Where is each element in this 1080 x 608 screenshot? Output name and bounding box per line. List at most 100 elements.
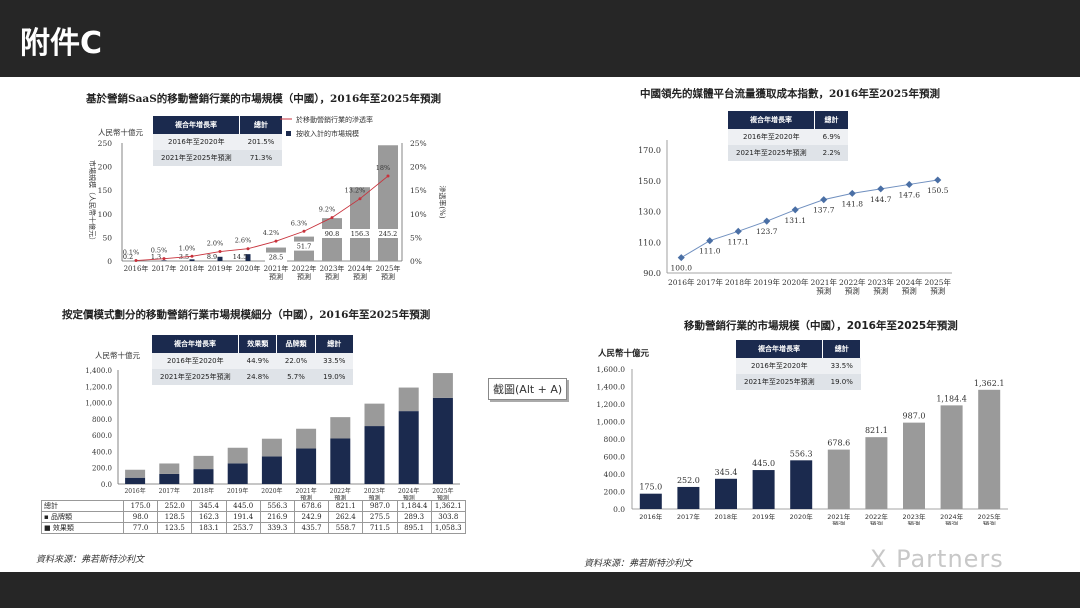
cagr-cell: 19.0% — [315, 369, 354, 385]
svg-text:2020年: 2020年 — [261, 487, 282, 495]
page-title: 附件C — [20, 26, 103, 61]
data-cell: 556.3 — [259, 500, 295, 512]
data-cell: 445.0 — [225, 500, 261, 512]
svg-text:1,200.0: 1,200.0 — [85, 383, 112, 391]
cagr-header: 複合年增長率 — [736, 340, 824, 358]
cagr-cell: 71.3% — [239, 150, 283, 166]
svg-text:2019年: 2019年 — [752, 512, 776, 521]
data-cell: 711.5 — [362, 522, 398, 534]
svg-text:100.0: 100.0 — [671, 264, 693, 273]
data-cell: 678.6 — [293, 500, 330, 512]
svg-text:0.0: 0.0 — [613, 505, 625, 514]
saas-chart: 人民幣十億元 0 50 100 150 200 250 0% 5% 10% 15% 20% 25% 市場規… — [88, 115, 447, 281]
svg-text:預測: 預測 — [300, 494, 312, 500]
cagr-cell: 2016年至2020年 — [736, 358, 823, 374]
svg-text:2023年: 2023年 — [902, 512, 926, 521]
svg-text:1,362.1: 1,362.1 — [974, 379, 1005, 388]
svg-text:200.0: 200.0 — [92, 465, 112, 473]
svg-text:0: 0 — [107, 257, 112, 266]
svg-text:人民幣十億元: 人民幣十億元 — [598, 348, 650, 359]
svg-text:人民幣十億元: 人民幣十億元 — [98, 127, 143, 137]
svg-text:252.0: 252.0 — [677, 476, 700, 485]
svg-text:2025年: 2025年 — [978, 512, 1002, 521]
cagr-cell: 2016年至2020年 — [153, 134, 240, 150]
row-label: ■ 效果類 — [41, 522, 124, 534]
data-cell: 339.3 — [259, 522, 295, 534]
data-cell: 77.0 — [122, 522, 159, 534]
data-cell: 289.3 — [396, 511, 432, 523]
cagr-cell: 6.9% — [814, 129, 849, 145]
svg-text:2.6%: 2.6% — [235, 237, 252, 245]
svg-text:1,184.4: 1,184.4 — [936, 394, 967, 403]
svg-text:2.0%: 2.0% — [207, 240, 224, 248]
cagr-cell: 22.0% — [276, 353, 316, 369]
saas-chart-title: 基於營銷SaaS的移動營銷行業的市場規模（中國），2016年至2025年預測 — [86, 93, 441, 105]
svg-text:2019年: 2019年 — [753, 277, 780, 287]
cagr-header: 複合年增長率 — [728, 111, 816, 129]
watermark-logo: X Partners — [870, 545, 1004, 573]
cagr-header: 總計 — [822, 340, 862, 358]
svg-text:2018年: 2018年 — [180, 264, 205, 273]
svg-text:預測: 預測 — [845, 286, 860, 296]
svg-text:2017年: 2017年 — [677, 512, 701, 521]
svg-text:2023年: 2023年 — [364, 487, 385, 495]
svg-text:0.1%: 0.1% — [123, 249, 140, 257]
svg-text:2024年: 2024年 — [348, 264, 373, 273]
svg-text:141.8: 141.8 — [842, 199, 864, 208]
svg-text:10%: 10% — [410, 210, 427, 219]
svg-text:2022年: 2022年 — [865, 512, 889, 521]
svg-text:600.0: 600.0 — [604, 453, 626, 462]
footer-bar — [0, 572, 1080, 608]
svg-text:預測: 預測 — [983, 520, 996, 526]
svg-text:2016年: 2016年 — [639, 512, 663, 521]
svg-text:556.3: 556.3 — [790, 449, 813, 458]
svg-text:51.7: 51.7 — [297, 243, 311, 251]
svg-text:117.1: 117.1 — [728, 237, 749, 246]
svg-text:2019年: 2019年 — [227, 487, 248, 495]
svg-text:預測: 預測 — [403, 494, 415, 500]
svg-text:2021年: 2021年 — [295, 487, 316, 495]
svg-text:4.2%: 4.2% — [263, 229, 280, 237]
cagr-cell: 2.2% — [814, 145, 849, 161]
data-cell: 303.8 — [430, 511, 466, 523]
header-bar: 附件C — [0, 0, 1080, 77]
market-chart-title: 移動營銷行業的市場規模（中國），2016年至2025年預測 — [684, 320, 958, 332]
svg-text:800.0: 800.0 — [92, 416, 112, 424]
market-chart: 人民幣十億元 0.0 200.0 400.0 600.0 800.0 1,000.0 1,20… — [596, 348, 1008, 526]
pricing-chart-title: 按定價模式劃分的移動營銷行業市場規模細分（中國），2016年至2025年預測 — [62, 309, 431, 321]
svg-text:預測: 預測 — [325, 272, 339, 281]
cagr-cell: 5.7% — [276, 369, 316, 385]
svg-text:2023年: 2023年 — [320, 264, 345, 273]
svg-text:2017年: 2017年 — [696, 277, 723, 287]
svg-text:200: 200 — [98, 163, 113, 172]
data-cell: 191.4 — [225, 511, 261, 523]
svg-text:150: 150 — [98, 186, 113, 195]
svg-text:200.0: 200.0 — [604, 488, 626, 497]
data-cell: 252.0 — [157, 500, 193, 512]
svg-text:400.0: 400.0 — [92, 448, 112, 456]
svg-text:按收入計的市場規模: 按收入計的市場規模 — [296, 129, 359, 138]
svg-text:2020年: 2020年 — [236, 264, 261, 273]
data-cell: 275.5 — [362, 511, 398, 523]
cagr-cell: 2016年至2020年 — [728, 129, 815, 145]
svg-text:110.0: 110.0 — [638, 238, 661, 247]
data-cell: 1,184.4 — [396, 500, 432, 512]
svg-text:2023年: 2023年 — [867, 277, 894, 287]
svg-text:1.3: 1.3 — [151, 253, 161, 261]
svg-text:8.9: 8.9 — [207, 253, 217, 261]
cagr-header: 總計 — [315, 335, 354, 353]
svg-text:2017年: 2017年 — [152, 264, 177, 273]
svg-text:2025年: 2025年 — [376, 264, 401, 273]
cagr-header: 複合年增長率 — [152, 335, 240, 353]
data-cell: 987.0 — [362, 500, 398, 512]
svg-text:2021年: 2021年 — [827, 512, 851, 521]
svg-text:1,600.0: 1,600.0 — [596, 365, 625, 374]
screenshot-tooltip: 截圖(Alt + A) — [488, 378, 568, 400]
svg-text:2018年: 2018年 — [714, 512, 738, 521]
svg-text:預測: 預測 — [297, 272, 311, 281]
data-cell: 98.0 — [122, 511, 159, 523]
data-table-row: ■ 效果類 77.0 123.5 183.1 253.7 339.3 435.7 558.7 7… — [41, 522, 466, 534]
cagr-header: 總計 — [814, 111, 849, 129]
data-cell: 345.4 — [191, 500, 227, 512]
svg-text:28.5: 28.5 — [269, 254, 283, 262]
